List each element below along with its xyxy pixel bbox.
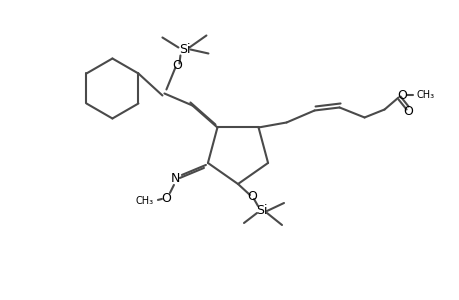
Text: O: O (172, 59, 182, 72)
Text: O: O (246, 190, 257, 203)
Text: N: N (171, 172, 180, 185)
Text: CH₃: CH₃ (416, 91, 434, 100)
Text: CH₃: CH₃ (135, 196, 154, 206)
Text: Si: Si (178, 43, 190, 56)
Text: O: O (161, 192, 170, 206)
Text: Si: Si (256, 205, 267, 218)
Text: O: O (397, 89, 407, 102)
Text: O: O (403, 105, 413, 118)
